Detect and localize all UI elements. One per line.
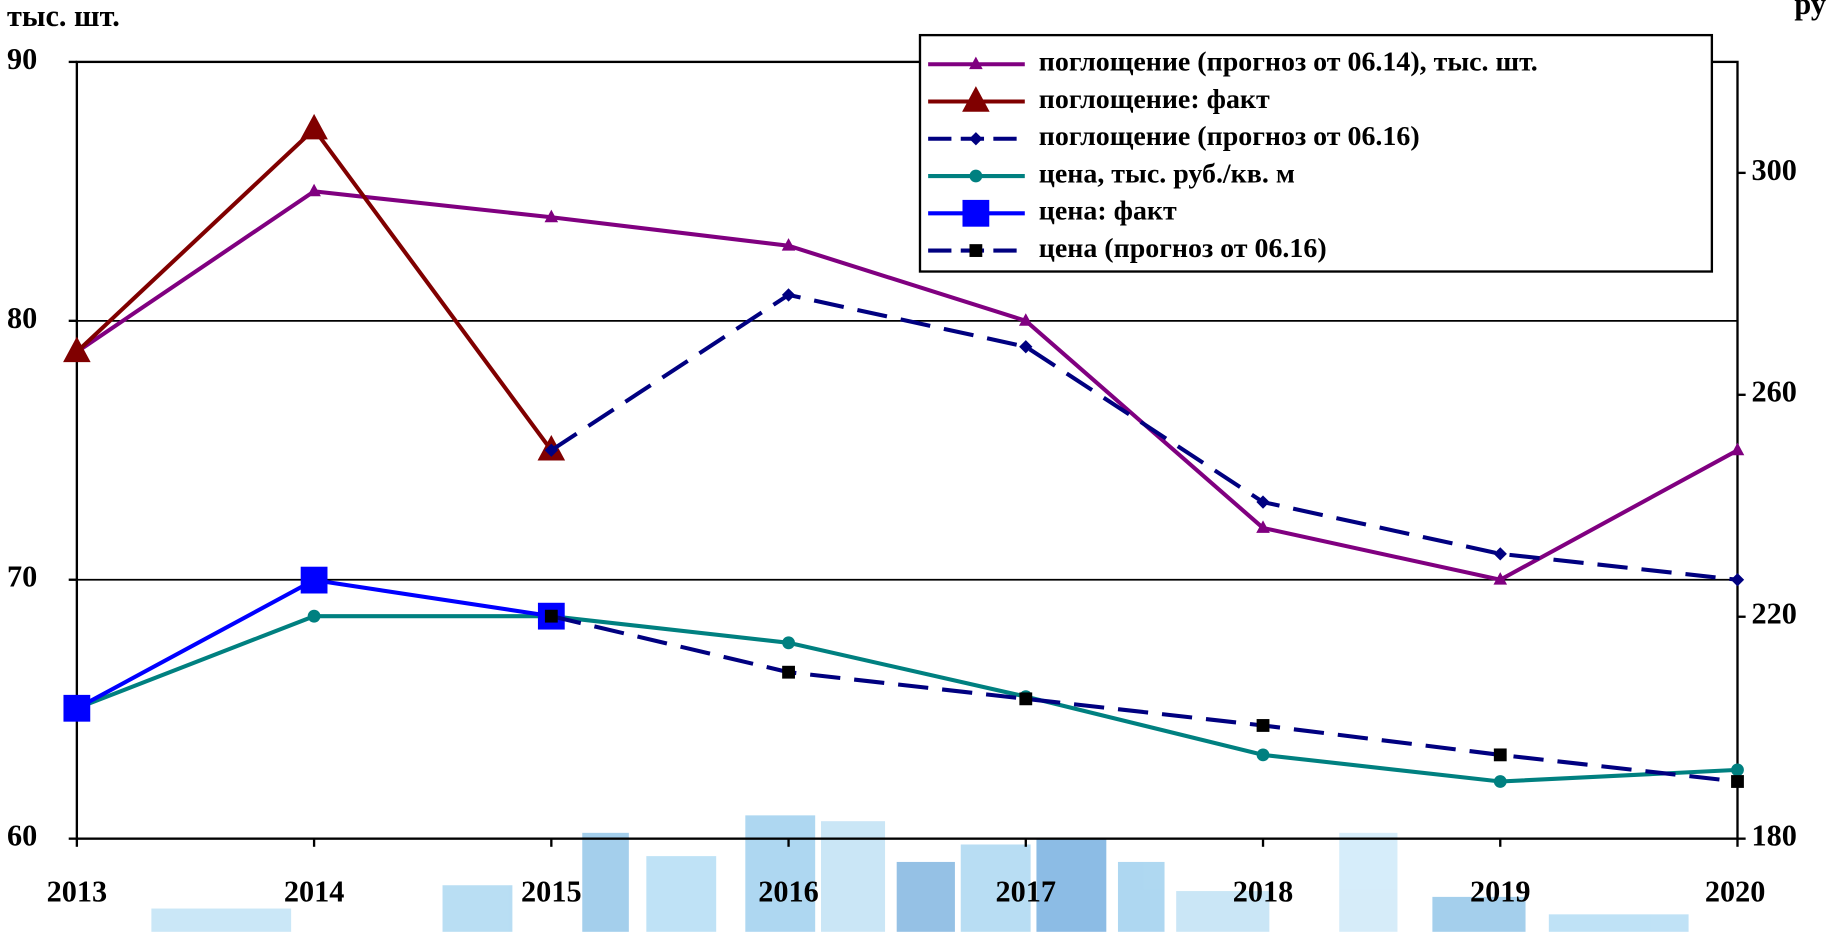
marker — [969, 56, 983, 70]
marker — [544, 443, 558, 457]
marker — [1730, 573, 1745, 587]
y2-axis-label: ру — [1794, 0, 1826, 21]
x-tick-label: 2020 — [1705, 875, 1766, 909]
marker — [1493, 547, 1507, 561]
skyline — [151, 815, 1689, 932]
x-tick-label: 2017 — [996, 875, 1057, 909]
marker — [1493, 572, 1508, 585]
marker — [1730, 442, 1745, 456]
marker — [1493, 748, 1507, 762]
marker — [1256, 520, 1270, 533]
x-tick-label: 2018 — [1233, 875, 1294, 909]
marker — [1256, 495, 1270, 509]
marker — [307, 183, 321, 197]
marker — [962, 199, 990, 227]
y2-tick-label: 220 — [1751, 597, 1796, 631]
x-tick-label: 2015 — [521, 875, 582, 909]
x-tick-label: 2016 — [758, 875, 819, 909]
y-tick-label: 70 — [7, 560, 37, 594]
series-line — [76, 614, 1738, 784]
marker — [969, 169, 983, 183]
marker — [63, 336, 91, 363]
marker — [307, 609, 321, 623]
marker — [544, 209, 559, 223]
marker — [782, 636, 795, 650]
legend-label: цена: факт — [1039, 196, 1177, 227]
y-tick-label: 60 — [7, 819, 37, 853]
marker — [63, 694, 91, 722]
legend-label: поглощение (прогноз от 06.14), тыс. шт. — [1039, 47, 1538, 78]
x-tick-label: 2019 — [1470, 875, 1531, 909]
marker — [962, 86, 990, 112]
marker — [1019, 692, 1033, 706]
marker — [1019, 340, 1033, 354]
marker — [300, 113, 328, 140]
y2-tick-label: 260 — [1751, 375, 1796, 409]
marker — [782, 665, 795, 679]
marker — [1256, 748, 1270, 762]
legend-label: цена, тыс. руб./кв. м — [1039, 158, 1295, 189]
y2-tick-label: 300 — [1751, 153, 1796, 187]
series-line — [550, 292, 1738, 582]
y-tick-label: 90 — [7, 42, 37, 76]
marker — [1493, 775, 1507, 788]
legend-label: поглощение: факт — [1039, 84, 1270, 115]
y2-tick-label: 180 — [1751, 819, 1796, 853]
marker — [544, 609, 558, 623]
marker — [781, 238, 796, 251]
series-line — [75, 189, 1739, 582]
legend-label: цена (прогноз от 06.16) — [1039, 233, 1327, 264]
marker — [1018, 313, 1033, 326]
x-tick-label: 2014 — [284, 875, 345, 909]
marker — [1731, 775, 1744, 788]
series-line — [75, 577, 552, 711]
marker — [1256, 719, 1270, 732]
legend: поглощение (прогноз от 06.14), тыс. шт. п… — [918, 33, 1714, 273]
legend-label: поглощение (прогноз от 06.16) — [1039, 121, 1420, 152]
marker — [969, 132, 983, 146]
y-axis-label: тыс. шт. — [7, 0, 120, 33]
x-tick-label: 2013 — [47, 875, 108, 909]
marker — [969, 244, 983, 257]
series-line — [550, 614, 1738, 784]
legend-box — [918, 33, 1714, 273]
marker — [781, 288, 796, 302]
y-tick-label: 80 — [7, 301, 37, 335]
marker — [300, 566, 328, 594]
series-line — [75, 126, 553, 452]
marker — [1731, 763, 1744, 777]
